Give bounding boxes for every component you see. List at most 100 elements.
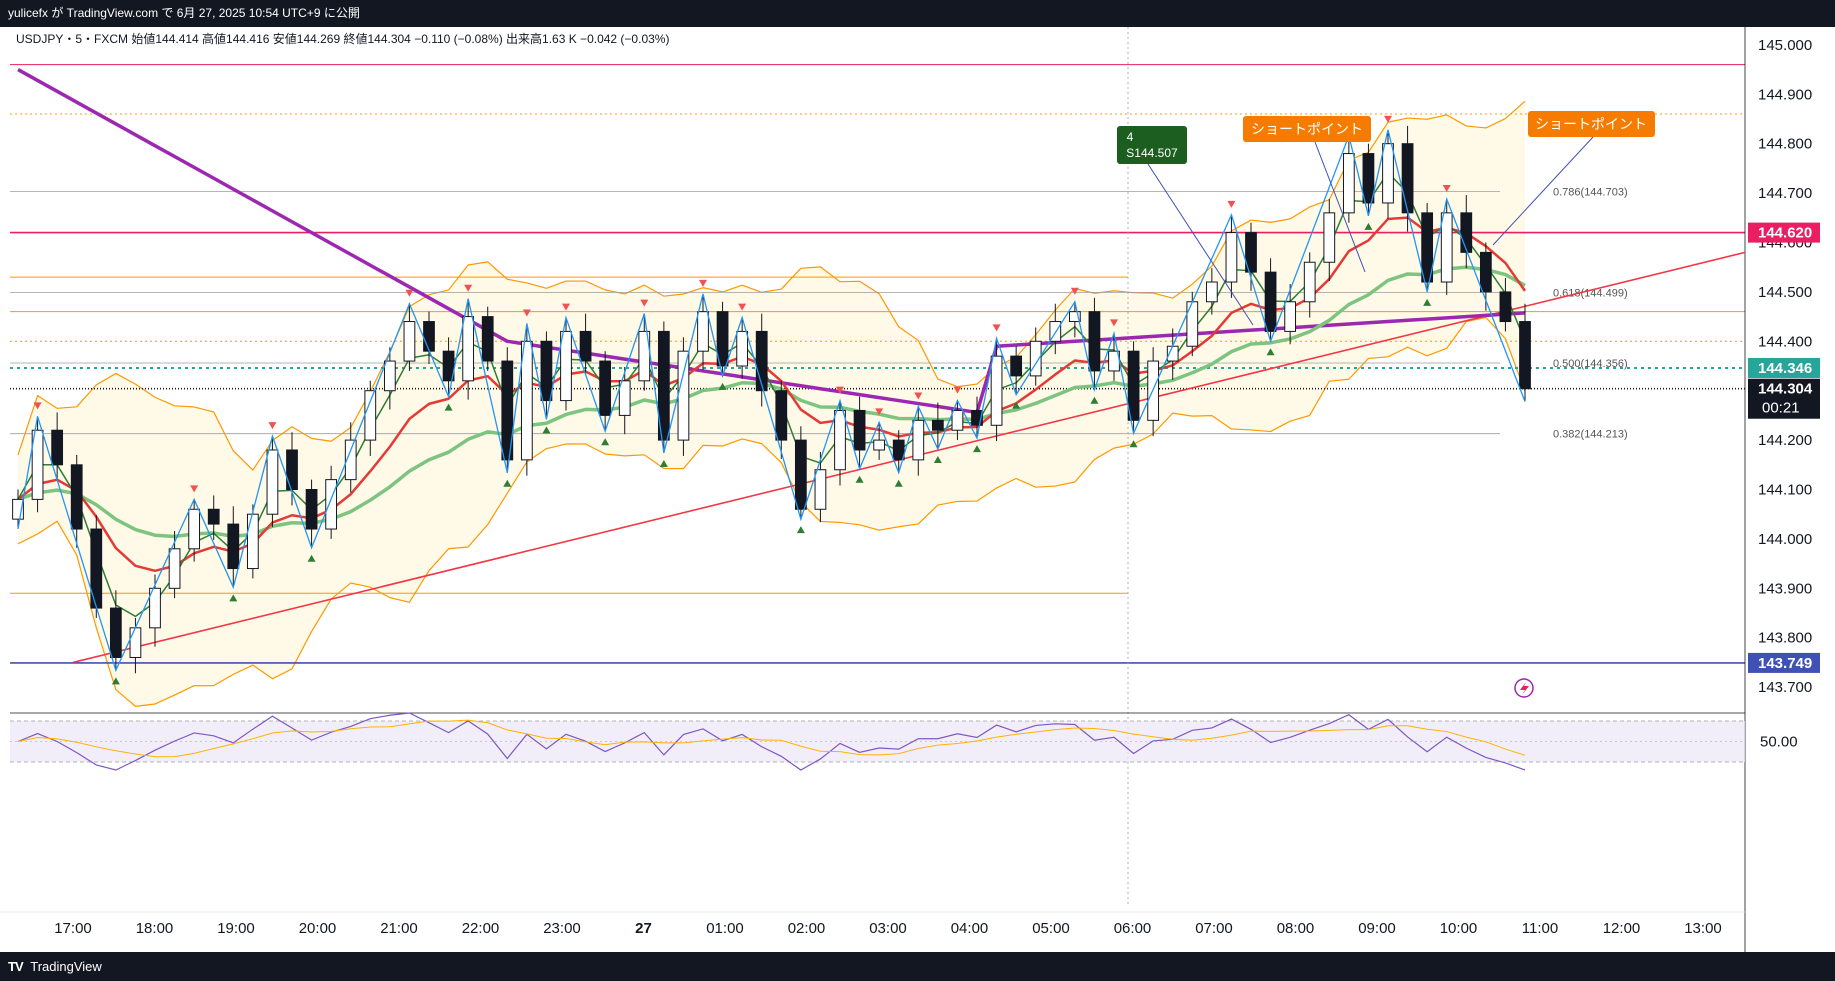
pivot-low-marker — [855, 475, 864, 483]
pivot-low-marker — [542, 426, 551, 434]
tradingview-logo-icon[interactable]: TV — [8, 959, 24, 974]
time-tick: 17:00 — [54, 920, 92, 937]
pivot-low-marker — [933, 455, 942, 463]
price-tag-label: 144.346 — [1758, 360, 1812, 377]
zigzag — [17, 129, 1526, 673]
candle-body — [70, 464, 83, 530]
price-tick: 144.000 — [1758, 531, 1812, 548]
candle-body — [873, 439, 886, 451]
price-axis[interactable]: 145.000144.900144.800144.700144.600144.5… — [1748, 37, 1820, 696]
pivot-high-marker — [738, 303, 747, 311]
candle-body — [775, 390, 788, 441]
candle-body — [931, 419, 944, 431]
pivot-low-marker — [718, 382, 727, 390]
candle-body — [1284, 301, 1297, 332]
candle-body — [305, 489, 318, 530]
countdown-label: 00:21 — [1762, 400, 1800, 417]
chart-area[interactable]: 0.786(144.703)0.618(144.499)0.500(144.35… — [0, 27, 1835, 952]
time-tick: 04:00 — [951, 920, 989, 937]
pivot-low-marker — [894, 479, 903, 487]
candle-body — [560, 330, 572, 402]
candle-body — [12, 498, 24, 520]
candle-body — [1342, 153, 1355, 214]
price-tag-label: 143.749 — [1758, 655, 1812, 672]
price-tick: 144.400 — [1758, 333, 1812, 350]
short-point-badge-1[interactable] — [1243, 116, 1371, 142]
short-point-pointer-1 — [1314, 141, 1366, 273]
publish-header: yulicefx が TradingView.com で 6月 27, 2025… — [0, 0, 1835, 27]
annotations: 4 S144.507 ショートポイント ショートポイント USDJPY・5・FX… — [16, 31, 1655, 698]
trendline — [72, 251, 1746, 664]
candle-body — [1205, 281, 1218, 303]
candle-body — [1010, 355, 1023, 377]
fib-label: 0.786(144.703) — [1553, 187, 1628, 199]
current-price-label: 144.304 — [1758, 381, 1813, 398]
candle-body — [207, 508, 220, 525]
replay-icon[interactable] — [1514, 678, 1534, 698]
short-point-text-1: ショートポイント — [1251, 121, 1363, 137]
candle-body — [736, 330, 749, 367]
candle-body — [383, 360, 396, 392]
candle-body — [1440, 212, 1453, 283]
candle-body — [1323, 212, 1336, 263]
short-point-badge-2[interactable] — [1528, 111, 1655, 137]
candle-body — [520, 340, 533, 461]
bollinger-lower — [17, 316, 1526, 707]
sell-badge[interactable] — [1117, 126, 1187, 164]
pivot-high-marker — [875, 408, 884, 416]
grid — [10, 27, 1746, 952]
pivot-high-marker — [953, 386, 962, 394]
fib-label: 0.382(144.213) — [1553, 429, 1628, 441]
candle-body — [1519, 321, 1531, 390]
candle-body — [462, 316, 475, 382]
pivot-low-marker — [229, 594, 238, 602]
pivot-low-marker — [1090, 396, 1099, 404]
price-tick: 144.900 — [1758, 86, 1812, 103]
candle-body — [1303, 261, 1316, 303]
candle-body — [501, 360, 514, 461]
candle-body — [1264, 271, 1277, 332]
time-tick: 12:00 — [1603, 920, 1641, 937]
candle-body — [188, 508, 201, 550]
candle-body — [1421, 212, 1434, 283]
candle-body — [951, 409, 964, 431]
candle-body — [423, 321, 435, 352]
price-tick: 144.700 — [1758, 185, 1812, 202]
pivot-high-marker — [268, 422, 277, 430]
candle-body — [618, 380, 631, 416]
candle-body — [481, 316, 494, 362]
osc-line — [17, 712, 1526, 771]
publish-text: yulicefx が TradingView.com で 6月 27, 2025… — [8, 6, 360, 20]
candle-body — [129, 627, 142, 658]
price-tick: 144.500 — [1758, 284, 1812, 301]
time-tick: 03:00 — [869, 920, 907, 937]
pivot-high-marker — [562, 303, 570, 311]
pivot-low-marker — [796, 526, 805, 534]
time-tick: 18:00 — [136, 920, 174, 937]
candle-body — [31, 429, 44, 500]
candle-body — [755, 330, 768, 392]
candle-body — [1245, 232, 1257, 273]
time-tick: 06:00 — [1114, 920, 1152, 937]
osc-tick-label: 50.00 — [1760, 734, 1798, 751]
time-tick: 08:00 — [1277, 920, 1315, 937]
candle-body — [403, 321, 416, 362]
price-tick: 143.800 — [1758, 630, 1812, 647]
short-point-pointer-2 — [1492, 136, 1594, 246]
symbol-legend: USDJPY・5・FXCM 始値144.414 高値144.416 安値144.… — [16, 31, 669, 46]
candle-body — [1127, 350, 1140, 421]
time-tick: 22:00 — [462, 920, 500, 937]
pivot-high-marker — [699, 279, 707, 287]
pivot-high-marker — [33, 402, 42, 410]
sell-badge-price: S144.507 — [1126, 146, 1178, 160]
time-tick: 02:00 — [788, 920, 826, 937]
candle-body — [149, 587, 161, 629]
candle-body — [51, 429, 64, 466]
candle-body — [794, 439, 807, 510]
candle-body — [990, 355, 1003, 426]
time-axis[interactable]: 17:00 18:00 19:00 20:00 21:00 22:00 23:00 27 01:… — [0, 911, 1745, 937]
candle-body — [168, 548, 181, 589]
candle-body — [853, 409, 866, 451]
pivot-markers — [33, 115, 1451, 685]
candle-body — [892, 439, 905, 461]
